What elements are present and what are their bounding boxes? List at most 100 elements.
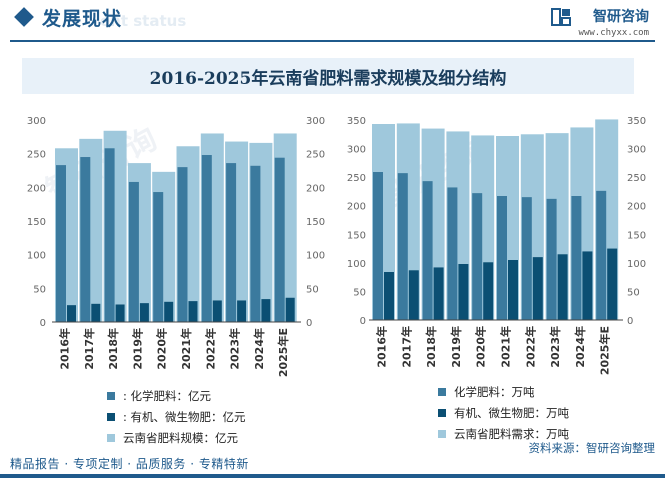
x-tick-label: 2018年 xyxy=(106,328,120,370)
bar-organic xyxy=(91,303,101,322)
bar-organic xyxy=(285,297,295,322)
legend-swatch xyxy=(438,387,446,396)
bar-chemical xyxy=(521,197,532,320)
legend-label: : 化学肥料：亿元 xyxy=(123,388,212,403)
bar-organic xyxy=(188,301,198,322)
y2-tick-label: 350 xyxy=(627,116,646,127)
bar-organic xyxy=(115,304,125,322)
bar-chemical xyxy=(226,163,237,322)
brand-logo-icon xyxy=(550,8,571,26)
bar-chemical xyxy=(571,196,582,320)
brand-url: www.chyxx.com xyxy=(578,28,649,38)
y-tick-label: 150 xyxy=(27,217,46,228)
y2-tick-label: 0 xyxy=(627,316,633,327)
section-title: 发展现状 xyxy=(42,8,123,30)
bar-organic xyxy=(139,303,149,322)
y-tick-label: 350 xyxy=(347,116,366,127)
y-tick-label: 150 xyxy=(347,230,366,241)
x-tick-label: 2023年 xyxy=(548,326,562,368)
legend-label: 云南省肥料需求：万吨 xyxy=(454,426,569,441)
legend-left: : 化学肥料：亿元 : 有机、微生物肥：亿元 云南省肥料规模：亿元 xyxy=(107,385,246,448)
y2-tick-label: 0 xyxy=(306,318,312,329)
y-tick-label: 100 xyxy=(27,251,46,262)
legend-swatch xyxy=(438,429,446,438)
bar-organic xyxy=(384,272,394,320)
x-tick-label: 2024年 xyxy=(573,326,587,368)
legend-label: 有机、微生物肥：万吨 xyxy=(454,405,569,420)
header-subtitle-watermark: ent status xyxy=(100,12,187,30)
bar-organic xyxy=(532,257,543,320)
bar-chemical xyxy=(472,193,483,320)
bar-chemical xyxy=(56,165,66,322)
x-tick-label: 2017年 xyxy=(82,328,96,370)
legend-right: 化学肥料：万吨 有机、微生物肥：万吨 云南省肥料需求：万吨 xyxy=(438,381,569,444)
bar-organic xyxy=(261,299,271,322)
x-tick-label: 2023年 xyxy=(228,328,242,370)
section-header: ent status 发展现状 智研咨询 www.chyxx.com xyxy=(0,0,665,42)
legend-swatch xyxy=(107,391,115,400)
y2-tick-label: 300 xyxy=(627,145,646,156)
legend-swatch xyxy=(107,412,115,421)
y-tick-label: 50 xyxy=(33,284,46,295)
bar-chemical xyxy=(153,192,164,322)
y-tick-label: 200 xyxy=(27,183,46,194)
legend-swatch xyxy=(438,408,446,417)
bar-chemical xyxy=(80,157,91,322)
bar-organic xyxy=(508,260,518,320)
bar-organic xyxy=(607,248,618,320)
bar-organic xyxy=(483,262,494,320)
bar-chemical xyxy=(596,190,607,320)
y2-tick-label: 200 xyxy=(306,183,325,194)
bar-chemical xyxy=(128,181,139,322)
bar-organic xyxy=(212,300,222,322)
y-tick-label: 250 xyxy=(27,150,46,161)
legend-item: 化学肥料：万吨 xyxy=(438,381,569,402)
legend-item: : 化学肥料：亿元 xyxy=(107,385,246,406)
bar-chemical xyxy=(201,155,212,322)
bar-chemical xyxy=(397,173,408,320)
header-divider xyxy=(10,40,655,42)
y2-tick-label: 100 xyxy=(627,259,646,270)
y2-tick-label: 200 xyxy=(627,202,646,213)
service-tagline: 精品报告 · 专项定制 · 品质服务 · 专精特新 xyxy=(10,457,249,471)
footer-bar xyxy=(0,474,665,478)
y2-tick-label: 300 xyxy=(306,116,325,127)
y2-tick-label: 50 xyxy=(627,287,640,298)
y-tick-label: 100 xyxy=(347,259,366,270)
bar-chemical xyxy=(250,165,261,322)
x-tick-label: 2024年 xyxy=(252,328,266,370)
x-tick-label: 2016年 xyxy=(58,328,72,370)
bar-chemical xyxy=(177,167,188,322)
y2-tick-label: 150 xyxy=(306,217,325,228)
legend-item: : 有机、微生物肥：亿元 xyxy=(107,406,246,427)
x-tick-label: 2022年 xyxy=(203,328,217,370)
bar-organic xyxy=(164,301,174,322)
chart-title: 2016-2025年云南省肥料需求规模及细分结构 xyxy=(22,58,634,94)
x-tick-label: 2025年E xyxy=(276,328,290,377)
legend-label: 云南省肥料规模：亿元 xyxy=(123,430,238,445)
y-tick-label: 300 xyxy=(27,116,46,127)
x-tick-label: 2021年 xyxy=(179,328,193,370)
brand: 智研咨询 www.chyxx.com xyxy=(550,6,649,38)
x-tick-label: 2019年 xyxy=(130,328,144,370)
bar-chemical xyxy=(104,148,115,322)
y2-tick-label: 250 xyxy=(306,150,325,161)
x-tick-label: 2019年 xyxy=(449,326,463,368)
bar-chemical xyxy=(274,157,285,322)
x-tick-label: 2016年 xyxy=(375,326,389,368)
y-tick-label: 250 xyxy=(347,173,366,184)
data-source: 资料来源：智研咨询整理 xyxy=(528,441,656,455)
legend-swatch xyxy=(107,433,115,442)
x-tick-label: 2020年 xyxy=(474,326,488,368)
bar-chemical xyxy=(373,172,383,320)
legend-item: 有机、微生物肥：万吨 xyxy=(438,402,569,423)
y2-tick-label: 50 xyxy=(306,284,319,295)
y-tick-label: 0 xyxy=(360,316,366,327)
legend-item: 云南省肥料需求：万吨 xyxy=(438,423,569,444)
bar-chemical xyxy=(447,187,458,320)
bar-organic xyxy=(582,251,593,320)
bar-organic xyxy=(67,305,76,322)
x-tick-label: 2021年 xyxy=(499,326,513,368)
bar-organic xyxy=(237,300,247,322)
